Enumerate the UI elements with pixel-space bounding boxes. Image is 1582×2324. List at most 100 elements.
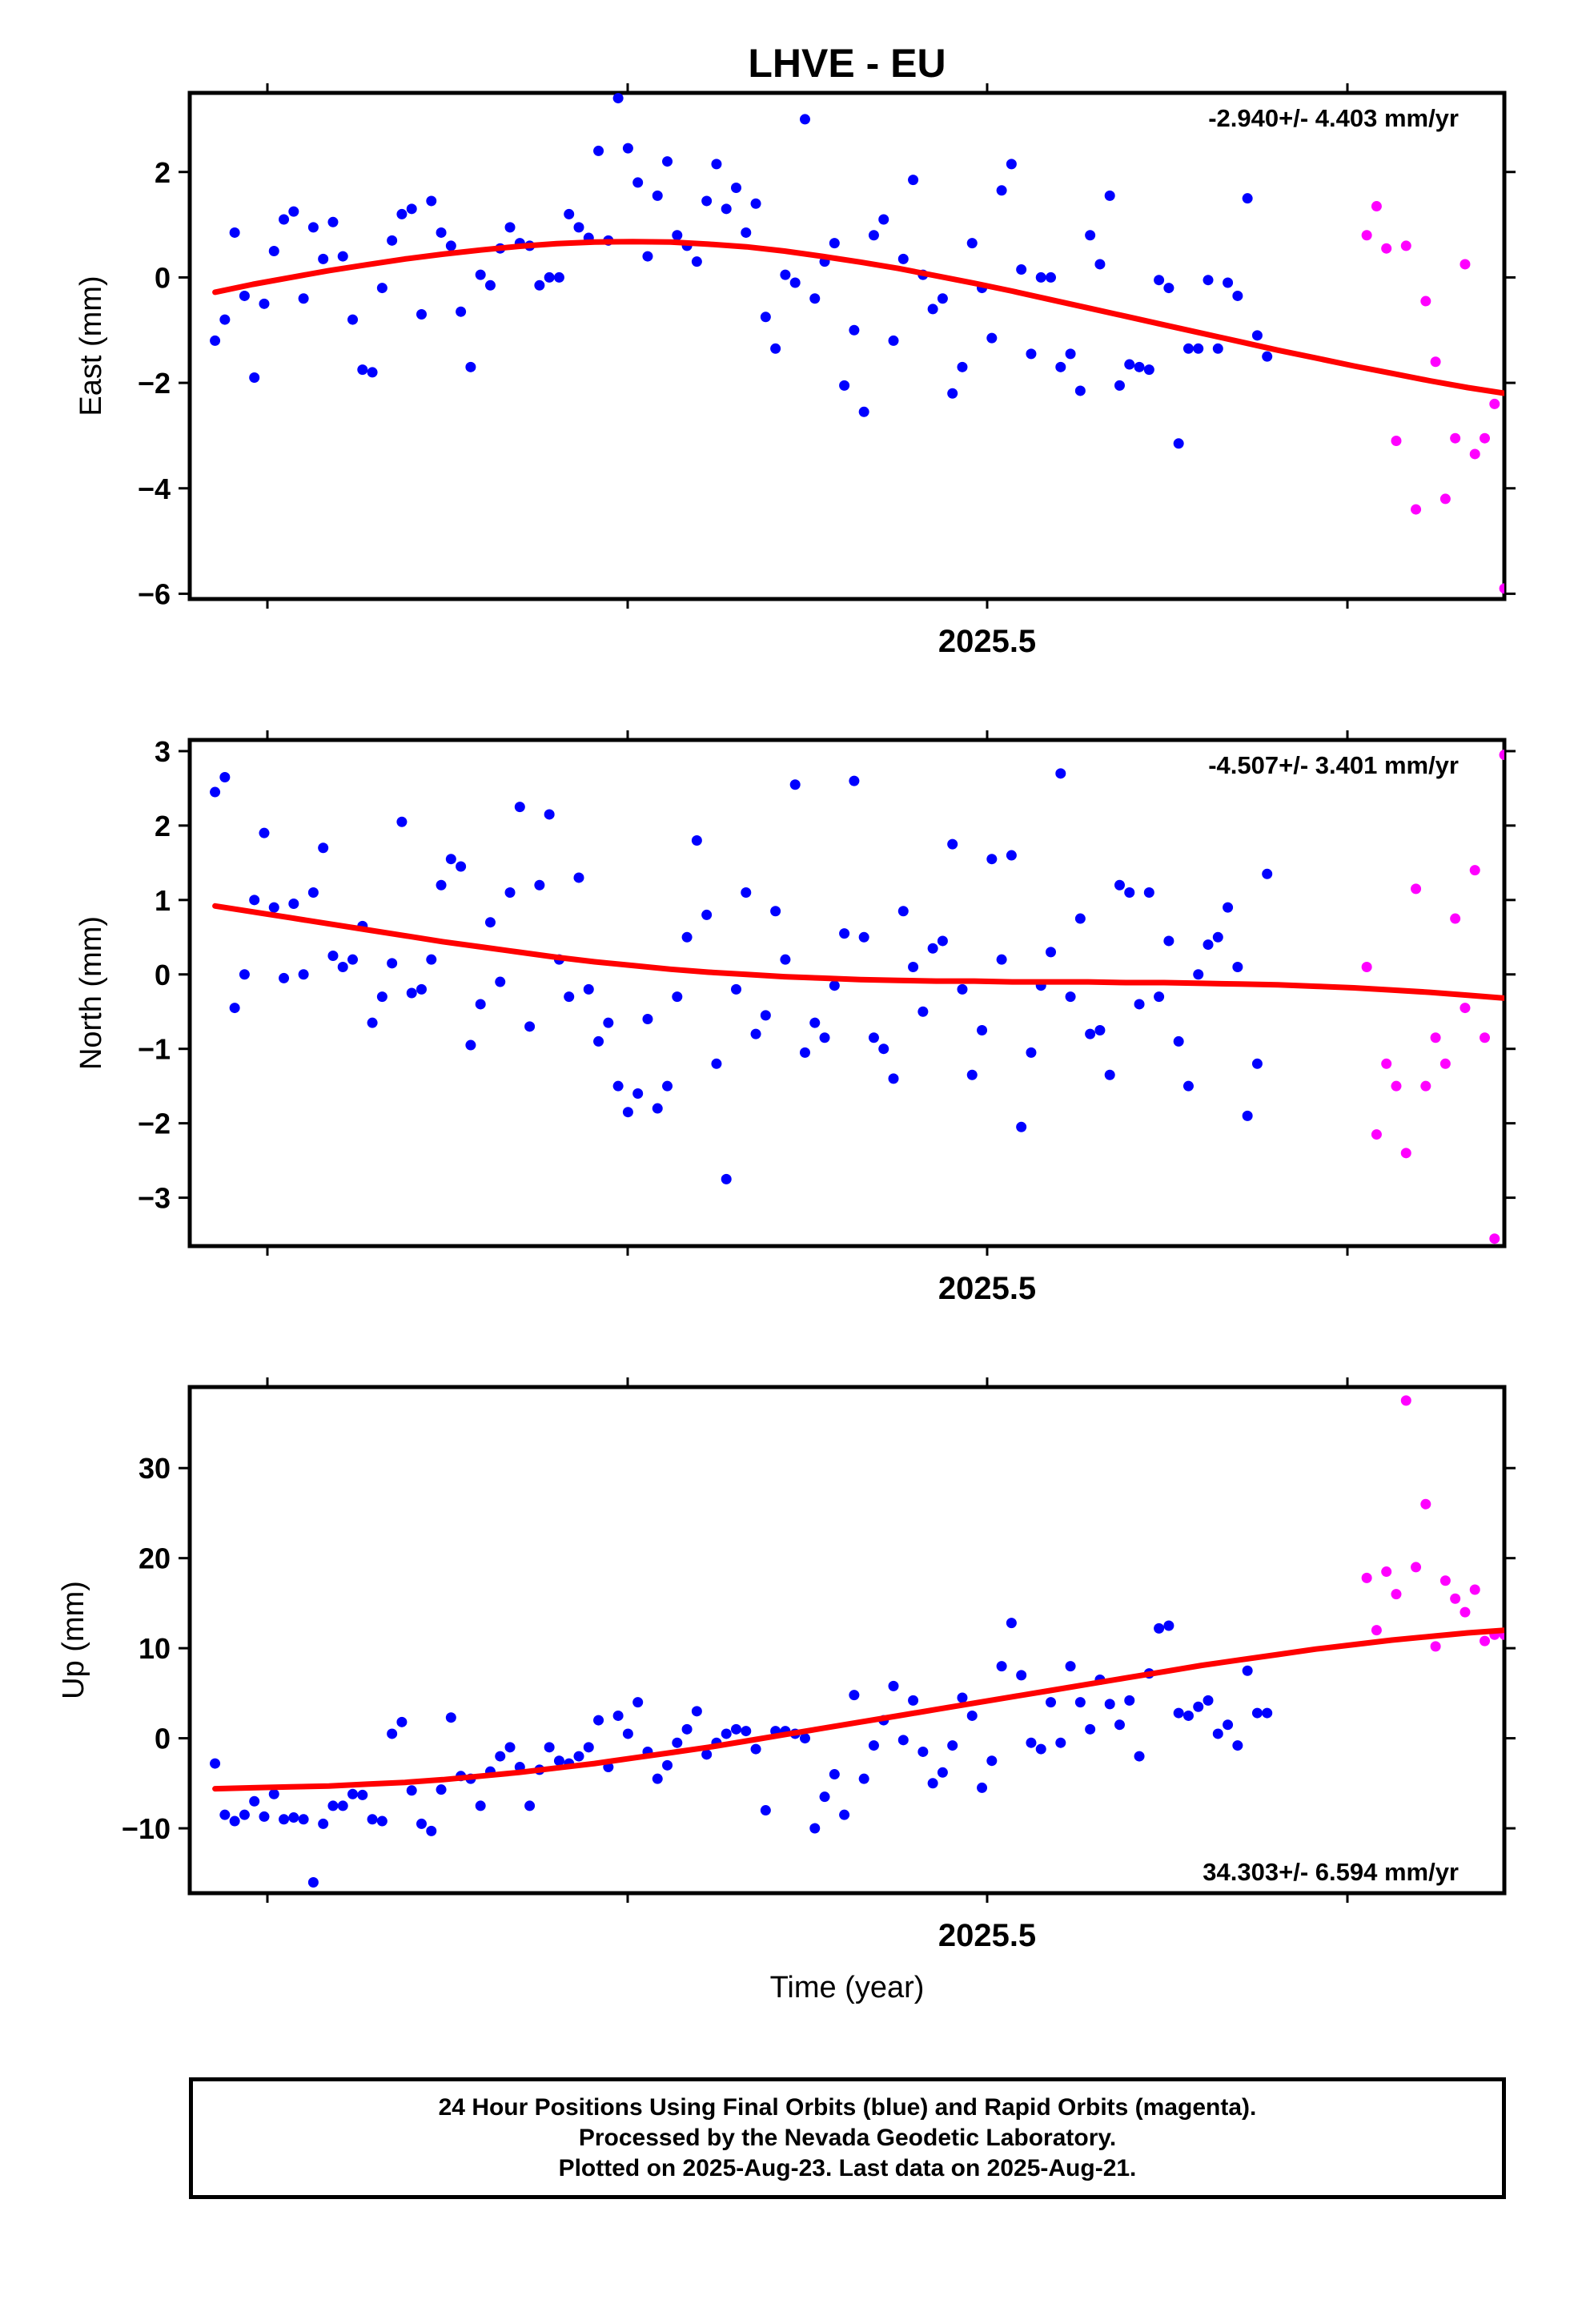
final-orbit-point — [809, 293, 821, 304]
final-orbit-point — [1074, 385, 1086, 396]
rapid-orbit-point — [1371, 1625, 1382, 1636]
final-orbit-point — [436, 1784, 447, 1795]
final-orbit-point — [858, 931, 869, 943]
final-orbit-point — [327, 951, 339, 962]
final-orbit-point — [298, 969, 309, 980]
rapid-orbit-point — [1420, 1498, 1431, 1510]
rapid-orbit-point — [1400, 240, 1411, 251]
final-orbit-point — [819, 1791, 830, 1803]
final-orbit-point — [465, 1039, 476, 1051]
final-orbit-point — [721, 1173, 732, 1184]
final-orbit-point — [809, 1823, 821, 1834]
final-orbit-point — [1085, 230, 1096, 241]
rapid-orbit-point — [1469, 448, 1480, 460]
rapid-orbit-point — [1400, 1395, 1411, 1406]
final-orbit-point — [1154, 1622, 1165, 1634]
final-orbit-point — [544, 1742, 555, 1753]
final-orbit-point — [760, 312, 771, 323]
final-orbit-point — [1223, 277, 1234, 288]
rapid-orbit-point — [1489, 1233, 1500, 1244]
final-orbit-point — [612, 93, 624, 104]
final-orbit-point — [229, 1003, 240, 1014]
final-orbit-point — [573, 1751, 584, 1762]
final-orbit-point — [1251, 330, 1263, 341]
final-orbit-point — [622, 1107, 633, 1118]
final-orbit-point — [387, 235, 398, 246]
final-orbit-point — [593, 1035, 604, 1047]
final-orbit-point — [681, 931, 693, 943]
final-orbit-point — [406, 987, 417, 999]
final-orbit-point — [799, 114, 810, 125]
final-orbit-point — [897, 1735, 909, 1746]
y-tick-label: 20 — [139, 1542, 171, 1575]
final-orbit-point — [268, 1788, 279, 1799]
final-orbit-point — [986, 1755, 998, 1767]
final-orbit-point — [897, 253, 909, 264]
final-orbit-point — [750, 1028, 761, 1039]
final-orbit-point — [868, 230, 879, 241]
final-orbit-point — [416, 309, 427, 320]
final-orbit-point — [652, 190, 663, 201]
final-orbit-point — [544, 271, 555, 283]
y-tick-label: −1 — [138, 1033, 171, 1066]
final-orbit-point — [347, 314, 359, 325]
final-orbit-point — [484, 917, 496, 928]
final-orbit-point — [249, 1795, 260, 1807]
rapid-orbit-point — [1361, 1572, 1372, 1583]
final-orbit-point — [868, 1740, 879, 1751]
final-orbit-point — [534, 879, 545, 891]
final-orbit-point — [1232, 1740, 1243, 1751]
final-orbit-point — [1035, 271, 1046, 283]
final-orbit-point — [829, 980, 840, 991]
final-orbit-point — [868, 1032, 879, 1043]
final-orbit-point — [1114, 879, 1125, 891]
rapid-orbit-point — [1460, 1003, 1471, 1014]
final-orbit-point — [966, 1069, 978, 1080]
final-orbit-point — [1006, 1618, 1017, 1629]
final-orbit-point — [1232, 290, 1243, 301]
final-orbit-point — [1074, 913, 1086, 924]
final-orbit-point — [731, 983, 742, 995]
final-orbit-point — [376, 991, 387, 1003]
final-orbit-point — [387, 1728, 398, 1739]
final-orbit-point — [1203, 275, 1214, 286]
final-orbit-point — [839, 928, 850, 939]
final-orbit-point — [504, 1742, 516, 1753]
final-orbit-point — [1193, 969, 1204, 980]
final-orbit-point — [1262, 351, 1273, 362]
final-orbit-point — [436, 879, 447, 891]
final-orbit-point — [1046, 1697, 1057, 1708]
rapid-orbit-point — [1528, 493, 1539, 504]
final-orbit-point — [622, 1728, 633, 1739]
final-orbit-point — [367, 367, 378, 378]
final-orbit-point — [819, 1032, 830, 1043]
final-orbit-point — [445, 1712, 456, 1723]
rapid-orbit-point — [1509, 1625, 1520, 1635]
rapid-orbit-point — [1411, 504, 1422, 515]
data-area — [210, 746, 1549, 1244]
notes-line-2: Processed by the Nevada Geodetic Laborat… — [578, 2125, 1117, 2151]
final-orbit-point — [927, 304, 938, 315]
final-orbit-point — [573, 872, 584, 883]
rapid-orbit-point — [1539, 746, 1549, 756]
final-orbit-point — [1006, 850, 1017, 861]
final-orbit-point — [426, 954, 437, 965]
final-orbit-point — [957, 361, 968, 372]
rapid-orbit-point — [1519, 1546, 1529, 1556]
final-orbit-point — [1074, 1697, 1086, 1708]
rapid-orbit-point — [1439, 1575, 1451, 1586]
final-orbit-point — [888, 1073, 899, 1084]
final-orbit-point — [357, 364, 368, 376]
y-tick-label: −6 — [138, 577, 171, 610]
final-orbit-point — [908, 961, 919, 972]
y-tick-label: 3 — [155, 735, 171, 768]
final-orbit-point — [1251, 1707, 1263, 1719]
final-orbit-point — [259, 298, 270, 309]
final-orbit-point — [376, 283, 387, 294]
rapid-orbit-point — [1509, 977, 1520, 987]
final-orbit-point — [721, 1728, 732, 1739]
rapid-orbit-point — [1450, 913, 1461, 924]
final-orbit-point — [878, 214, 889, 225]
final-orbit-point — [259, 1811, 270, 1822]
final-orbit-point — [662, 1080, 673, 1092]
